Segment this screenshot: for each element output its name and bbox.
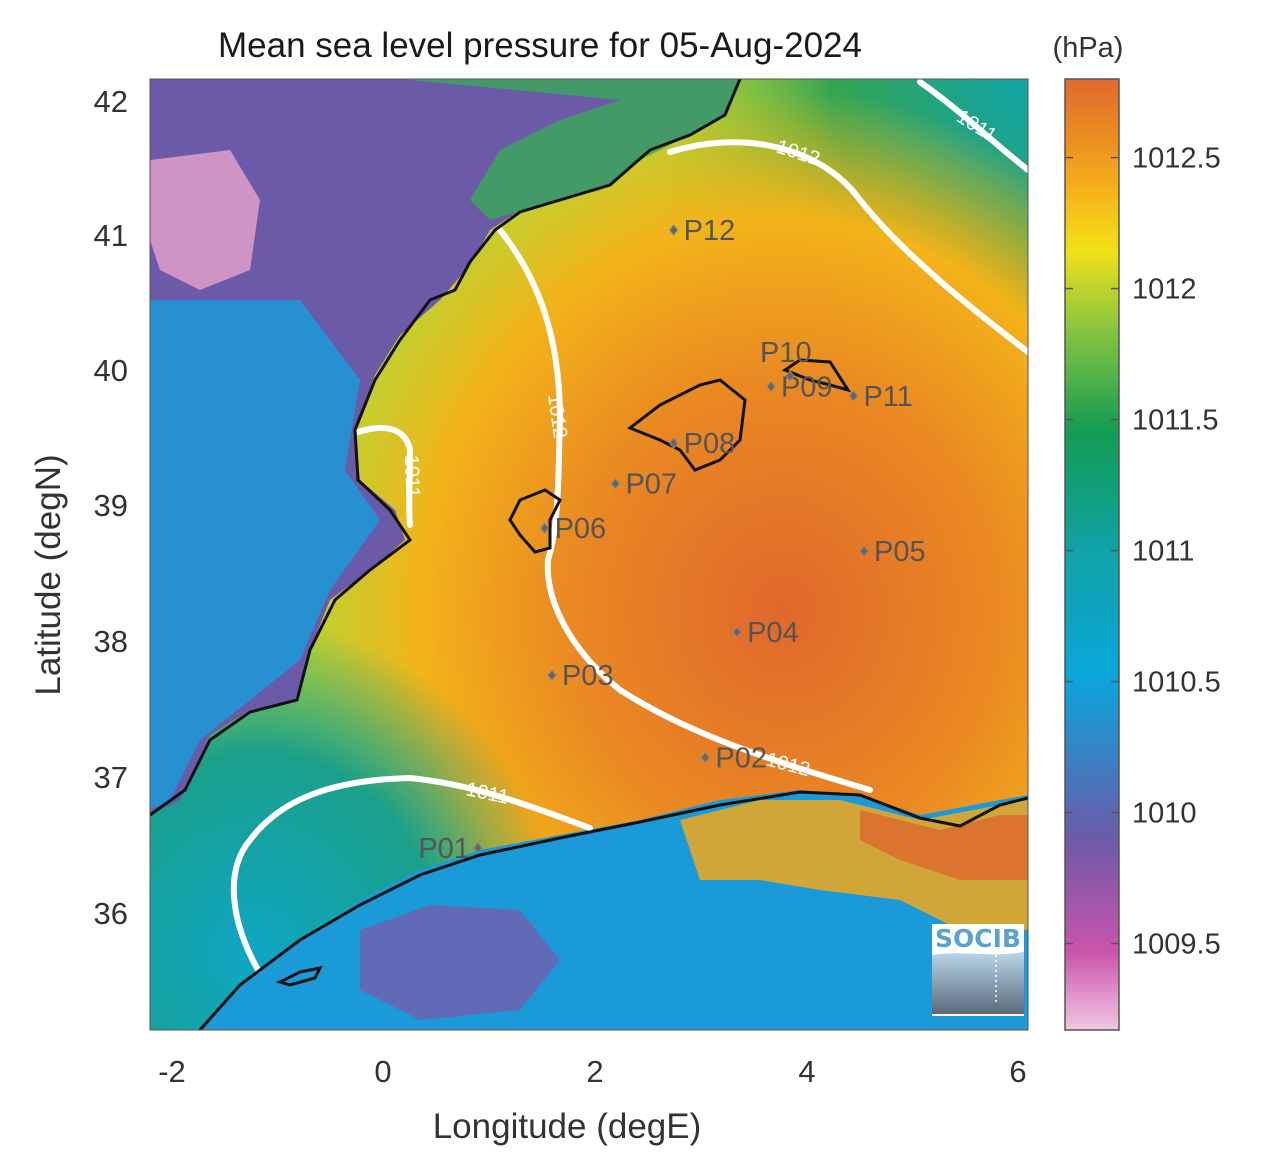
station-label: P10 bbox=[760, 337, 812, 369]
station-marker bbox=[610, 477, 621, 490]
coastline-ibiza bbox=[508, 488, 562, 554]
land-iberia-green bbox=[400, 79, 740, 220]
station-label: P07 bbox=[625, 469, 677, 501]
plot-title: Mean sea level pressure for 05-Aug-2024 bbox=[218, 26, 862, 65]
y-tick-label: 40 bbox=[94, 353, 128, 388]
colorbar-ticks: 1012.5 1012 1011.5 1011 1010.5 1010 1009.5 bbox=[1065, 143, 1221, 961]
station-marker bbox=[732, 626, 742, 638]
colorbar: (hPa) 1012.5 1012 1011.5 1011 1010.5 1010 1009… bbox=[1053, 32, 1221, 1031]
y-tick-label: 41 bbox=[94, 218, 128, 253]
logo-text: SOCIB bbox=[935, 924, 1021, 953]
x-tick-label: 2 bbox=[586, 1054, 603, 1089]
station-marker bbox=[785, 369, 795, 382]
station-marker bbox=[859, 545, 869, 557]
y-axis: 42 41 40 39 38 37 36 bbox=[94, 84, 128, 931]
x-axis: -2 0 2 4 6 bbox=[158, 1054, 1026, 1089]
station-label: P11 bbox=[863, 381, 912, 413]
y-tick-label: 37 bbox=[94, 760, 128, 795]
station-marker bbox=[766, 380, 776, 393]
station-label: P01 bbox=[418, 833, 470, 865]
pressure-field bbox=[150, 79, 1028, 1030]
station-label: P05 bbox=[874, 536, 926, 568]
colorbar-tick-label: 1011 bbox=[1132, 536, 1194, 568]
station-label: P02 bbox=[715, 743, 767, 775]
colorbar-unit: (hPa) bbox=[1053, 32, 1124, 64]
station-marker bbox=[473, 842, 483, 854]
station-marker bbox=[700, 751, 711, 764]
coastline-menorca bbox=[781, 358, 852, 393]
colorbar-tick-label: 1010.5 bbox=[1132, 667, 1221, 699]
station-label: P06 bbox=[555, 513, 607, 545]
station-marker bbox=[668, 437, 679, 450]
socib-logo: SOCIB bbox=[932, 924, 1024, 1016]
x-tick-label: 0 bbox=[374, 1054, 391, 1089]
station-label: P04 bbox=[747, 617, 799, 649]
coastline-alboran bbox=[275, 965, 323, 987]
contour-1011-west bbox=[355, 425, 414, 528]
colorbar-tick-label: 1009.5 bbox=[1132, 929, 1221, 961]
land-africa-purple bbox=[360, 905, 560, 1020]
x-tick-label: 4 bbox=[798, 1054, 815, 1089]
y-tick-label: 36 bbox=[94, 896, 128, 931]
land-iberia-blue bbox=[150, 300, 380, 810]
coastline-iberia bbox=[150, 79, 742, 817]
contour-1012-west bbox=[497, 227, 873, 793]
y-tick-label: 42 bbox=[94, 84, 128, 119]
y-axis-label: Latitude (degN) bbox=[29, 454, 68, 695]
contour-1012-north bbox=[667, 139, 1028, 355]
station-marker bbox=[848, 390, 859, 402]
colorbar-tick-label: 1010 bbox=[1132, 798, 1197, 830]
y-tick-label: 39 bbox=[94, 488, 128, 523]
station-marker bbox=[539, 522, 550, 534]
land-iberia-pink bbox=[150, 150, 260, 290]
y-tick-label: 38 bbox=[94, 624, 128, 659]
coastline-africa bbox=[198, 790, 1028, 1030]
colorbar-bar bbox=[1064, 78, 1120, 1031]
station-label: P03 bbox=[562, 660, 614, 692]
station-label: P12 bbox=[684, 215, 736, 247]
map-frame bbox=[149, 78, 1029, 1031]
station-label: P08 bbox=[684, 428, 736, 460]
contour-label-1011: 1011 bbox=[400, 454, 423, 498]
land-africa-red bbox=[860, 810, 1028, 880]
station-marker bbox=[668, 224, 679, 236]
colorbar-tick-label: 1012.5 bbox=[1132, 143, 1221, 175]
colorbar-tick-label: 1012 bbox=[1132, 274, 1197, 306]
contour-1011-south bbox=[230, 774, 593, 973]
x-axis-label: Longitude (degE) bbox=[433, 1107, 702, 1146]
contour-1011-ne bbox=[917, 79, 1028, 173]
colorbar-tick-label: 1011.5 bbox=[1132, 405, 1219, 437]
station-marker bbox=[547, 669, 557, 682]
x-tick-label: 6 bbox=[1009, 1054, 1026, 1089]
contours bbox=[230, 79, 1028, 973]
x-tick-label: -2 bbox=[158, 1054, 186, 1089]
